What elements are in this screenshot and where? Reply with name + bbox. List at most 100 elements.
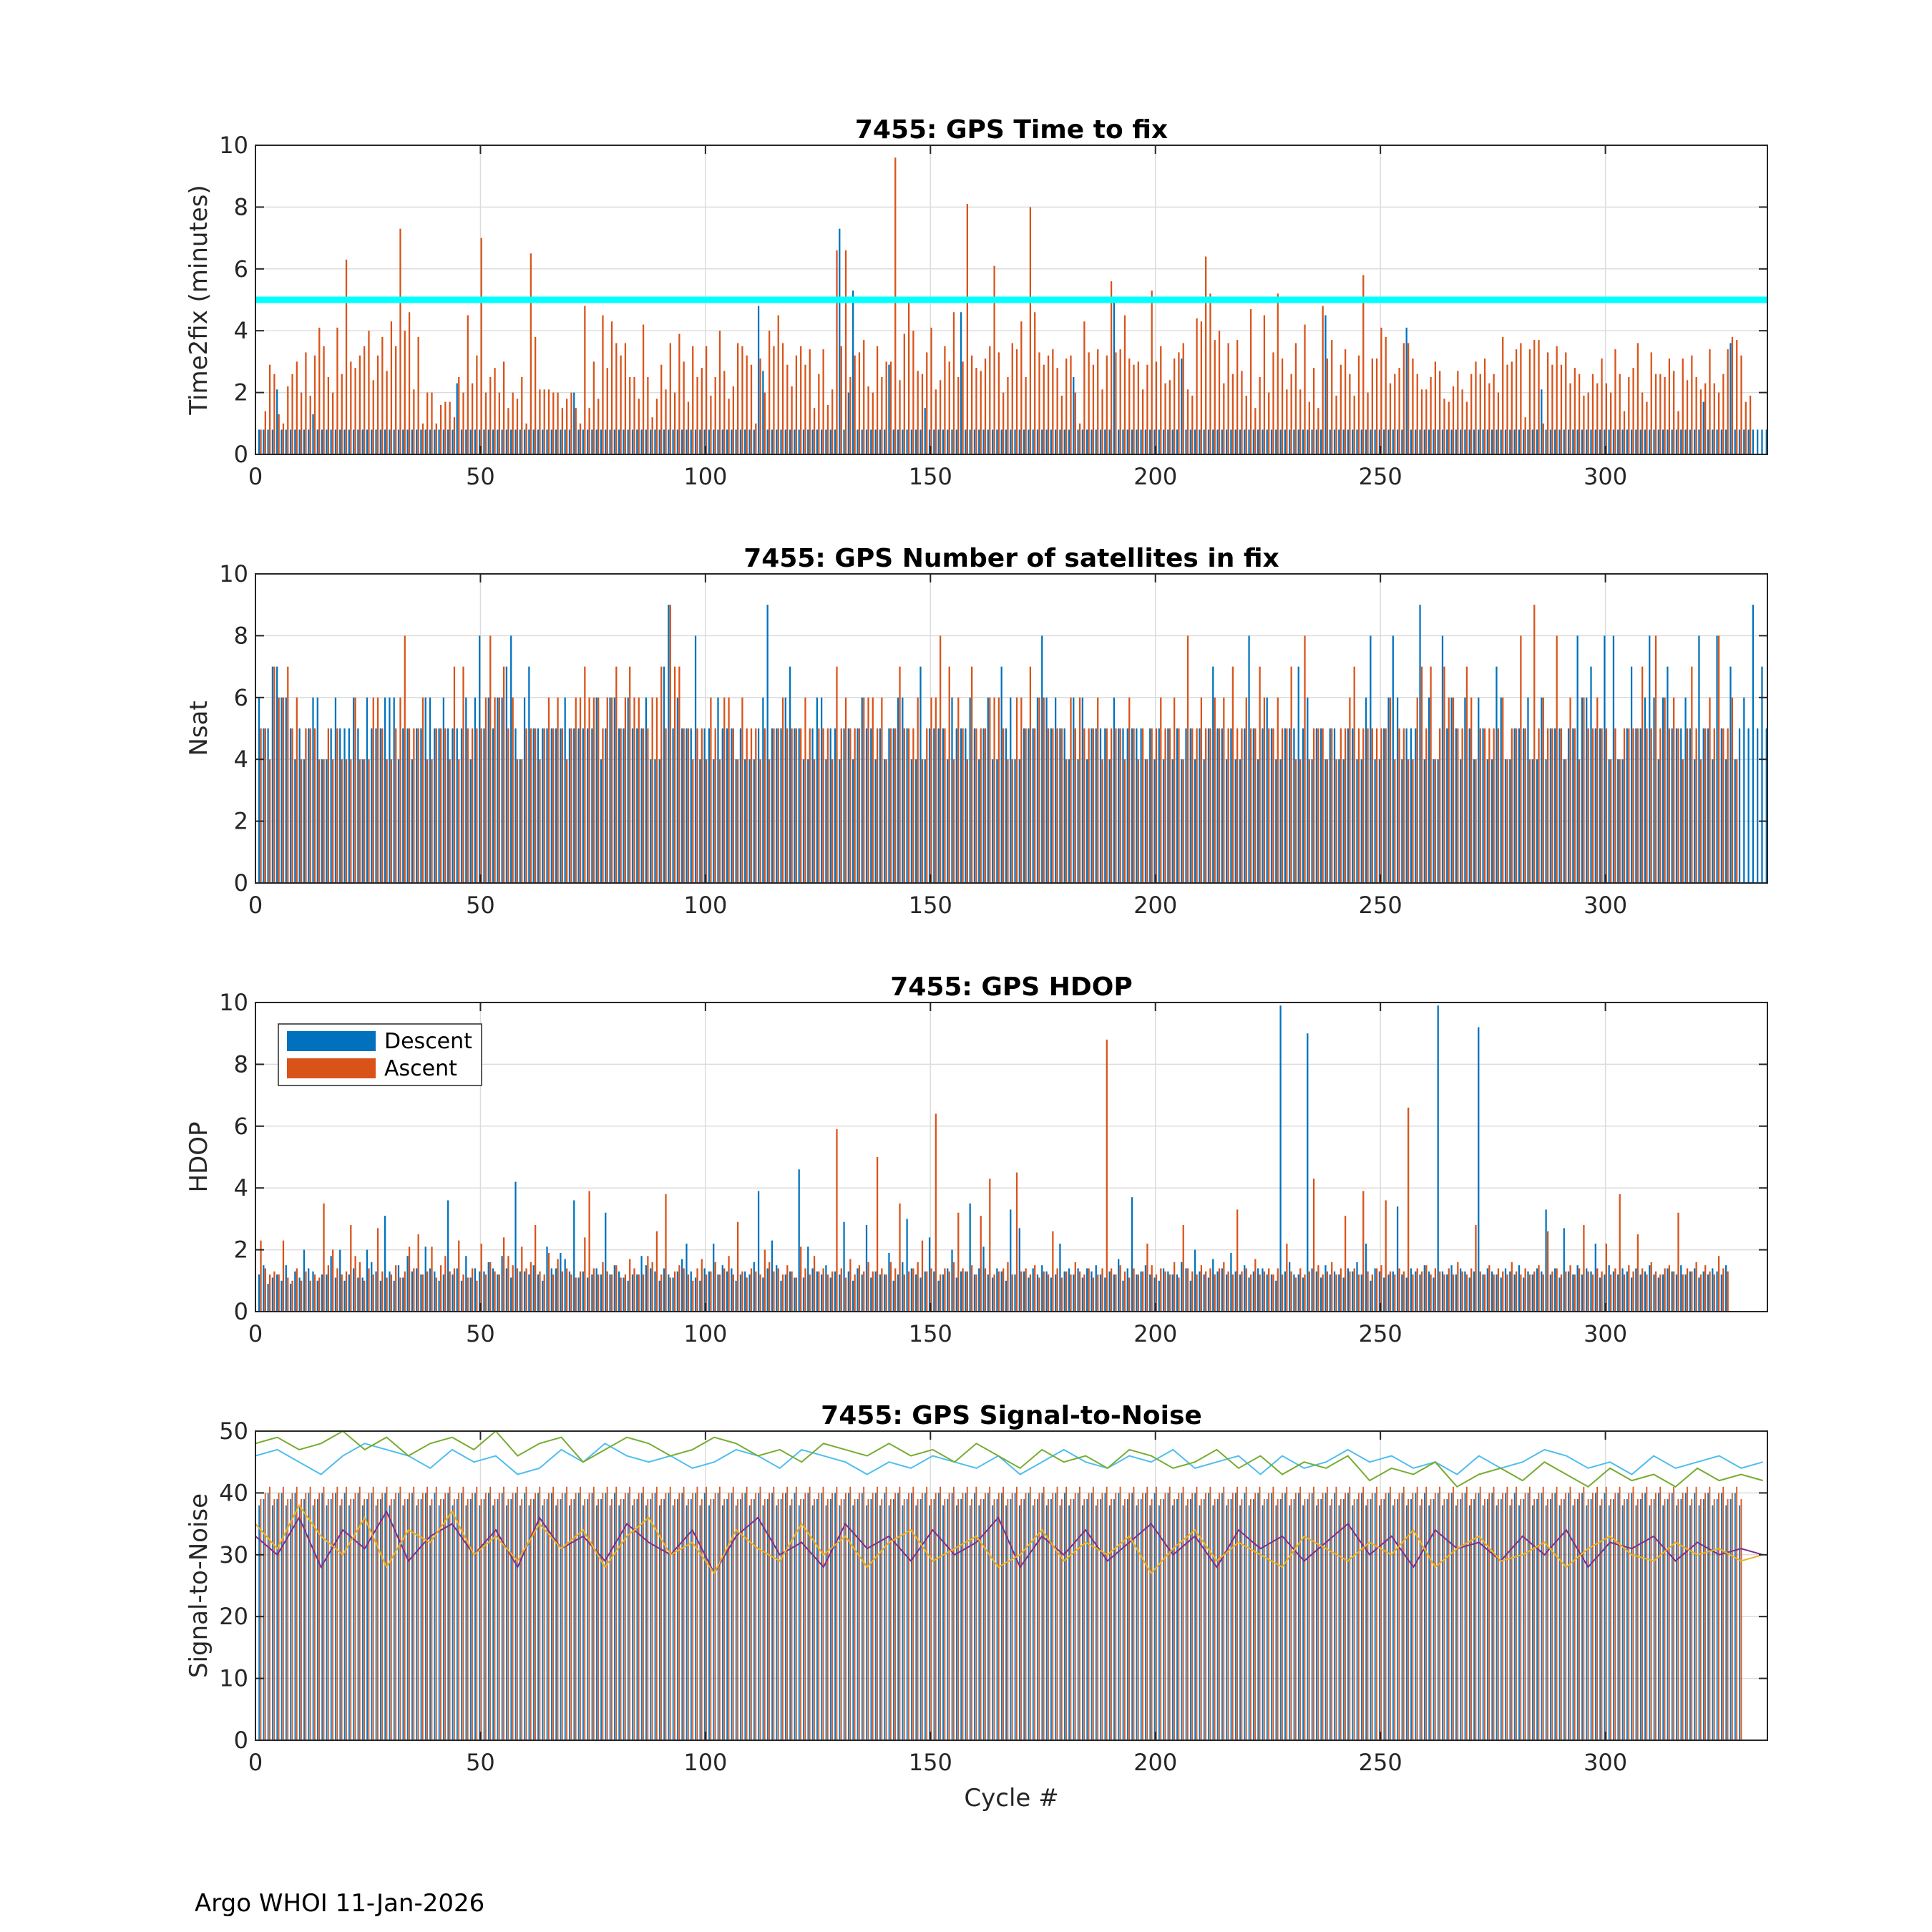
snr-bar-ascent <box>1155 1486 1157 1740</box>
bar-ascent <box>732 1274 734 1312</box>
bar-ascent <box>1101 759 1103 883</box>
bar-descent <box>1262 429 1264 454</box>
bar-descent <box>505 429 508 454</box>
snr-bar-descent <box>672 1505 674 1740</box>
bar-ascent <box>773 728 775 883</box>
bar-descent <box>1734 429 1736 454</box>
bar-ascent <box>462 666 464 883</box>
bar-ascent <box>952 1262 955 1312</box>
bar-descent <box>1352 429 1354 454</box>
bar-descent <box>1126 429 1128 454</box>
bar-ascent <box>1677 411 1679 454</box>
bar-descent <box>870 728 872 883</box>
snr-bar-ascent <box>696 1486 698 1740</box>
snr-bar-descent <box>1379 1505 1380 1740</box>
bar-ascent <box>1673 697 1675 883</box>
bar-ascent <box>1596 1268 1599 1312</box>
bar-ascent <box>1475 759 1477 883</box>
snr-bar-descent <box>1145 1493 1146 1740</box>
bar-descent <box>1702 401 1704 454</box>
bar-ascent <box>467 1277 469 1312</box>
snr-bar-descent <box>919 1499 922 1740</box>
snr-bar-ascent <box>1569 1486 1571 1740</box>
snr-bar-ascent <box>1398 1493 1400 1740</box>
snr-bar-ascent <box>409 1493 410 1740</box>
bar-descent <box>825 429 827 454</box>
bar-ascent <box>813 408 816 454</box>
bar-ascent <box>1218 728 1221 883</box>
snr-bar-ascent <box>381 1493 384 1740</box>
bar-ascent <box>489 1262 492 1312</box>
bar-descent <box>1513 429 1516 454</box>
snr-bar-ascent <box>1299 1486 1302 1740</box>
bar-descent <box>1315 728 1318 883</box>
bar-descent <box>1513 1274 1516 1312</box>
bar-ascent <box>592 1268 595 1312</box>
bar-descent <box>1446 1274 1448 1312</box>
bar-descent <box>1649 429 1651 454</box>
bar-ascent <box>1290 1271 1292 1312</box>
bar-ascent <box>1070 355 1072 454</box>
snr-bar-ascent <box>1070 1499 1072 1740</box>
bar-descent <box>627 1280 629 1312</box>
bar-ascent <box>944 728 946 883</box>
bar-descent <box>1162 759 1165 883</box>
snr-bar-descent <box>640 1493 643 1740</box>
snr-bar-descent <box>807 1493 809 1740</box>
bar-ascent <box>1322 728 1324 883</box>
bar-ascent <box>1407 759 1410 883</box>
bar-descent <box>928 429 931 454</box>
bar-ascent <box>926 352 928 454</box>
bar-ascent <box>1709 1271 1711 1312</box>
bar-descent <box>834 728 836 883</box>
snr-bar-ascent <box>1052 1493 1054 1740</box>
bar-ascent <box>588 408 590 454</box>
bar-descent <box>1091 429 1093 454</box>
bar-descent <box>542 1280 544 1312</box>
snr-bar-ascent <box>435 1486 437 1740</box>
bar-descent <box>1028 429 1030 454</box>
snr-bar-descent <box>965 1493 967 1740</box>
snr-bar-descent <box>1073 1499 1075 1740</box>
snr-bar-ascent <box>1236 1486 1239 1740</box>
bar-ascent <box>746 355 748 454</box>
bar-descent <box>326 429 328 454</box>
bar-descent <box>1496 666 1498 883</box>
bar-ascent <box>566 759 568 883</box>
bar-ascent <box>1425 1265 1428 1312</box>
bar-descent <box>1401 1274 1403 1312</box>
y-axis-label: Nsat <box>185 701 213 756</box>
bar-ascent <box>638 399 640 454</box>
snr-bar-ascent <box>516 1486 518 1740</box>
bar-descent <box>1536 759 1538 883</box>
bar-ascent <box>993 1274 995 1312</box>
bar-ascent <box>1182 1225 1184 1312</box>
bar-ascent <box>1641 392 1644 454</box>
bar-descent <box>613 429 615 454</box>
snr-bar-ascent <box>440 1499 441 1740</box>
snr-bar-ascent <box>781 1493 784 1740</box>
bar-descent <box>1558 429 1561 454</box>
bar-descent <box>1437 1005 1439 1312</box>
bar-ascent <box>1465 401 1468 454</box>
bar-descent <box>1446 728 1448 883</box>
bar-descent <box>955 429 957 454</box>
bar-descent <box>1612 635 1615 883</box>
bar-descent <box>1370 429 1372 454</box>
bar-descent <box>1297 429 1299 454</box>
bar-ascent <box>1646 1274 1648 1312</box>
bar-ascent <box>673 666 676 883</box>
x-tick-label: 100 <box>683 1749 727 1776</box>
bar-descent <box>393 697 395 883</box>
snr-bar-ascent <box>1420 1499 1423 1740</box>
snr-bar-descent <box>1023 1499 1025 1740</box>
bar-descent <box>330 728 332 883</box>
bar-ascent <box>903 1274 905 1312</box>
bar-ascent <box>620 355 622 454</box>
bar-descent <box>379 1280 381 1312</box>
snr-bar-descent <box>303 1499 305 1740</box>
bar-ascent <box>1636 728 1639 883</box>
legend-label-ascent: Ascent <box>384 1056 457 1081</box>
bar-ascent <box>660 1274 663 1312</box>
x-tick-label: 50 <box>466 892 495 919</box>
